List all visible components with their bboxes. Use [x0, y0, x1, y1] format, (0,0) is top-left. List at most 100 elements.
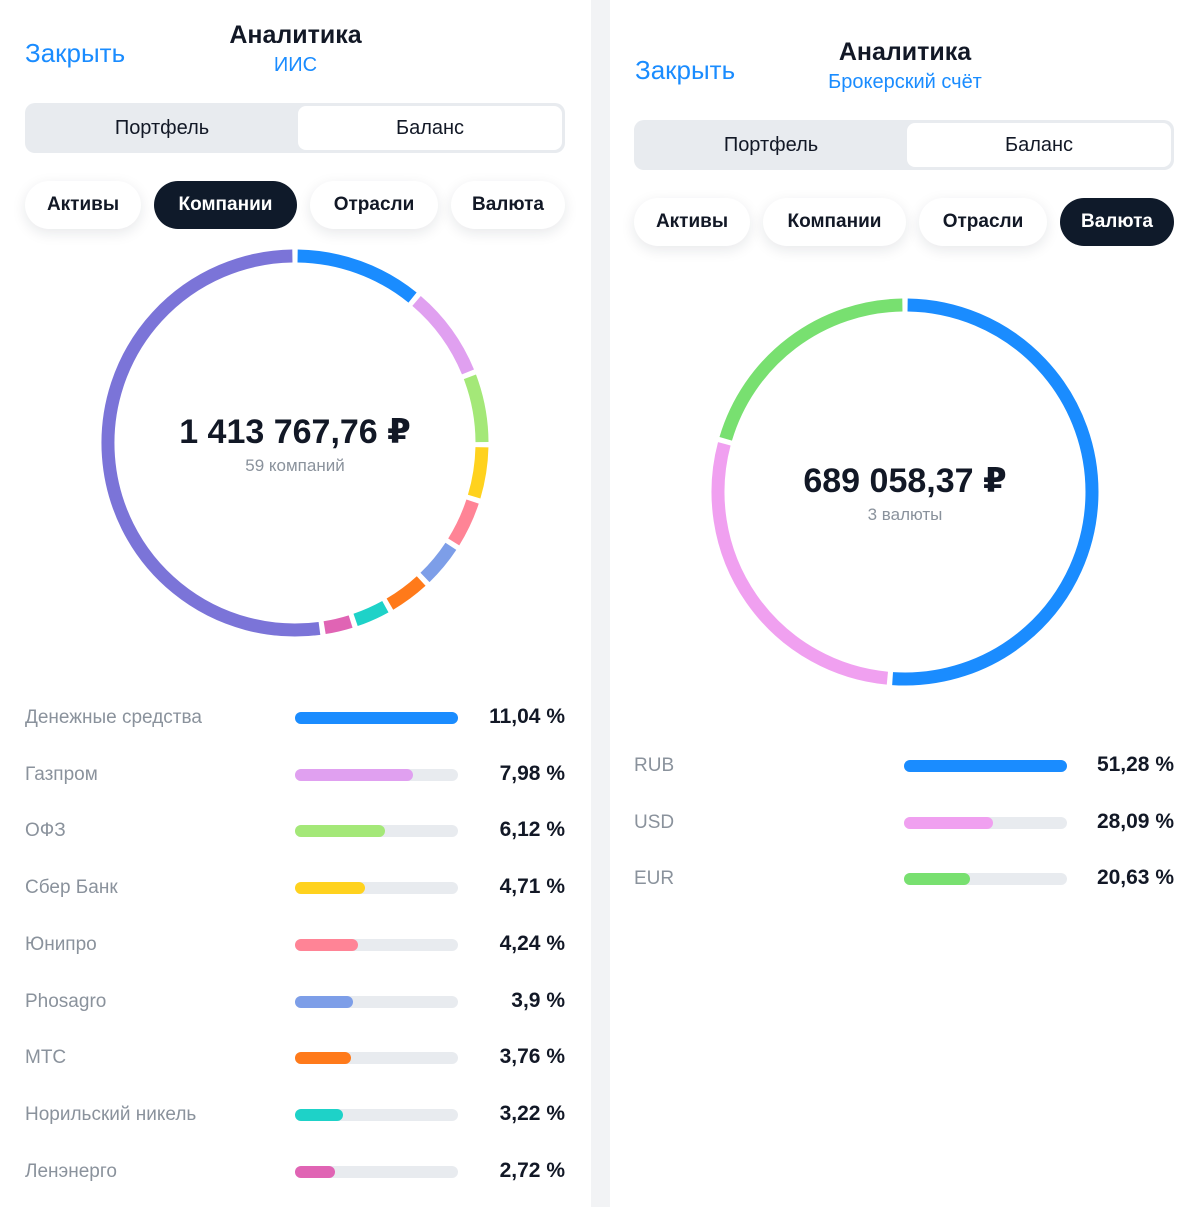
legend-row: USD 28,09 % [634, 808, 1174, 838]
donut-segment-0 [892, 298, 1099, 686]
donut-segment-1 [412, 295, 474, 375]
donut-segment-8 [323, 615, 353, 635]
legend-value: 6,12 % [499, 818, 565, 842]
account-subtitle: ИИС [273, 54, 318, 76]
legend-bar-fill [295, 1108, 343, 1121]
legend-bar-track [295, 1165, 458, 1178]
legend-bar-track [295, 938, 458, 951]
legend-label: ОФЗ [25, 820, 66, 842]
legend-bar-track [295, 995, 458, 1008]
legend-bar-fill [295, 712, 458, 724]
view-segmented-control: Портфель Баланс [25, 103, 565, 153]
legend-value: 28,09 % [1096, 809, 1174, 833]
screen-brokerage: Закрыть Аналитика Брокерский счёт Портфе… [610, 0, 1200, 1207]
screen-iis: Закрыть Аналитика ИИС Портфель Баланс Ак… [0, 0, 591, 1207]
legend-label: Газпром [25, 763, 98, 785]
legend-row: Юнипро 4,24 % [25, 930, 565, 960]
chip-industries[interactable]: Отрасли [310, 181, 438, 229]
legend-label: Phosagro [25, 990, 107, 1012]
legend-row: RUB 51,28 % [634, 751, 1174, 781]
legend-value: 7,98 % [499, 761, 565, 785]
chip-companies[interactable]: Компании [763, 198, 906, 246]
chip-assets[interactable]: Активы [634, 198, 750, 246]
chip-assets[interactable]: Активы [25, 181, 141, 229]
positions-count: 59 компаний [245, 456, 345, 475]
legend-bar-track [295, 1108, 458, 1121]
legend-bar-track [904, 816, 1067, 829]
legend-label: Денежные средства [25, 707, 202, 728]
legend-value: 2,72 % [499, 1158, 565, 1182]
legend-bar-fill [295, 1165, 336, 1178]
legend-row: Сбер Банк 4,71 % [25, 873, 565, 903]
page-title: Аналитика [838, 38, 972, 66]
donut-segment-4 [448, 499, 479, 546]
legend-row: EUR 20,63 % [634, 864, 1174, 894]
legend-bar-track [295, 768, 458, 781]
chip-industries[interactable]: Отрасли [919, 198, 1047, 246]
legend-label: EUR [634, 868, 675, 890]
legend-bar-fill [295, 768, 413, 781]
chip-currency[interactable]: Валюта [1060, 198, 1174, 246]
legend-bar-fill [904, 760, 1067, 772]
legend-bar-fill [295, 825, 386, 838]
portfolio-total: 1 413 767,76 ₽ [179, 413, 411, 451]
donut-segment-6 [386, 576, 426, 610]
positions-count: 3 валюты [867, 505, 943, 524]
legend-bar-fill [904, 873, 970, 886]
legend-value: 51,28 % [1096, 753, 1174, 776]
legend-value: 3,22 % [499, 1101, 565, 1125]
legend-row: Phosagro 3,9 % [25, 987, 565, 1017]
filter-chips: Активы Компании Отрасли Валюта [634, 198, 1174, 246]
chip-currency[interactable]: Валюта [451, 181, 565, 229]
legend-bar-track [295, 712, 458, 724]
legend-bar-track [295, 1052, 458, 1065]
donut-segment-1 [711, 442, 888, 685]
donut-segment-5 [420, 542, 457, 583]
donut-segment-2 [719, 298, 903, 441]
page-title: Аналитика [229, 21, 362, 49]
legend-bar-fill [904, 816, 994, 829]
legend-value: 4,71 % [499, 875, 565, 899]
donut-center: 689 058,37 ₽ 3 валюты [710, 461, 1100, 525]
legend-bar-track [904, 760, 1067, 772]
legend-label: Сбер Банк [25, 877, 118, 899]
segment-portfolio[interactable]: Портфель [723, 133, 819, 156]
legend-label: Юнипро [25, 933, 97, 955]
segment-portfolio[interactable]: Портфель [114, 116, 210, 139]
legend-row: Газпром 7,98 % [25, 760, 565, 790]
view-segmented-control: Портфель Баланс [634, 120, 1174, 170]
chip-companies[interactable]: Компании [154, 181, 297, 229]
legend-bar-fill [295, 882, 365, 895]
legend-label: USD [634, 811, 675, 833]
legend-label: RUB [634, 755, 675, 776]
legend-label: Ленэнерго [25, 1160, 117, 1182]
legend-value: 4,24 % [499, 931, 565, 955]
donut-segment-7 [353, 600, 389, 627]
legend-row: Денежные средства 11,04 % [25, 703, 565, 733]
legend-value: 11,04 % [489, 705, 565, 728]
legend-bar-track [295, 882, 458, 895]
legend-bar-track [295, 825, 458, 838]
allocation-donut-chart [101, 249, 489, 637]
legend-value: 3,76 % [499, 1045, 565, 1069]
legend-value: 20,63 % [1096, 866, 1174, 890]
donut-segment-other [101, 249, 321, 637]
legend-value: 3,9 % [511, 988, 565, 1012]
legend-bar-fill [295, 995, 353, 1008]
donut-segment-3 [467, 446, 489, 499]
legend-bar-fill [295, 1052, 351, 1065]
filter-chips: Активы Компании Отрасли Валюта [25, 181, 565, 229]
legend-row: Ленэнерго 2,72 % [25, 1157, 565, 1187]
segment-balance[interactable]: Баланс [298, 106, 562, 150]
legend-bar-fill [295, 938, 358, 951]
legend-row: МТС 3,76 % [25, 1043, 565, 1073]
segment-balance[interactable]: Баланс [907, 123, 1171, 167]
allocation-donut-chart [711, 298, 1099, 686]
legend-bar-track [904, 873, 1067, 886]
legend-label: МТС [25, 1047, 67, 1069]
donut-center: 1 413 767,76 ₽ 59 компаний [100, 412, 490, 476]
close-button[interactable]: Закрыть [25, 38, 126, 68]
legend-row: Норильский никель 3,22 % [25, 1100, 565, 1130]
close-button[interactable]: Закрыть [635, 55, 736, 85]
account-subtitle: Брокерский счёт [828, 71, 982, 93]
